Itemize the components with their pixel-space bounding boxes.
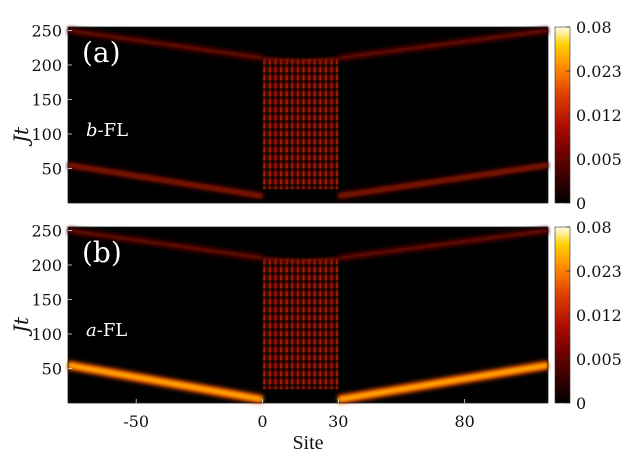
colorbar-tick-label: 0 — [576, 394, 586, 413]
plot-frame — [67, 226, 549, 404]
plot-frame — [67, 26, 549, 204]
interference-rows — [262, 58, 339, 190]
panel-a: 50 100 150 200 250 (a) b-FL Jt 0.08 0.023 0.01… — [9, 18, 622, 213]
colorbar-tick-label: 0.005 — [576, 150, 622, 169]
colorbar-ticks-a: 0.08 0.023 0.012 0.005 0 — [566, 18, 622, 213]
y-ticks-a: 50 100 150 200 250 — [31, 21, 72, 178]
annotation-a-fl: a-FL — [86, 320, 127, 341]
wavefront — [338, 28, 549, 60]
x-tick-label: 30 — [328, 412, 348, 431]
y-ticks-b: 50 100 150 200 250 — [31, 221, 72, 378]
colorbar-tick-label: 0.012 — [576, 306, 622, 325]
colorbar-tick-label: 0.08 — [576, 18, 612, 37]
colorbar-tick-label: 0.023 — [576, 262, 622, 281]
wavefront-bridge-top — [300, 56, 339, 64]
y-tick-label: 50 — [42, 159, 62, 178]
heatmap-marks-b — [67, 226, 549, 404]
interference-rows — [262, 258, 339, 390]
y-tick-label: 150 — [31, 290, 62, 309]
heatmap-marks-a — [67, 26, 549, 204]
y-tick-label: 250 — [31, 21, 62, 40]
annotation-rest: -FL — [97, 320, 128, 341]
panel-b: 50 100 150 200 250 -50 0 30 80 (b) a-FL Jt Site… — [9, 218, 622, 454]
y-axis-label-a: Jt — [9, 126, 33, 147]
y-tick-label: 100 — [31, 325, 62, 344]
x-tick-label: -50 — [123, 412, 149, 431]
y-tick-label: 150 — [31, 90, 62, 109]
wavefront — [338, 228, 549, 260]
colorbar-ticks-b: 0.08 0.023 0.012 0.005 0 — [566, 218, 622, 413]
wavefront — [337, 363, 549, 402]
colorbar-tick-label: 0.005 — [576, 350, 622, 369]
wavefront — [67, 163, 263, 198]
y-tick-label: 250 — [31, 221, 62, 240]
wavefront — [338, 163, 549, 198]
x-ticks-b: -50 0 30 80 — [123, 399, 475, 431]
y-tick-label: 100 — [31, 125, 62, 144]
annotation-italic: b — [86, 120, 98, 141]
y-tick-label: 200 — [31, 56, 62, 75]
y-tick-label: 200 — [31, 256, 62, 275]
colorbar-tick-label: 0 — [576, 194, 586, 213]
y-axis-label-b: Jt — [9, 316, 33, 337]
wavefront — [67, 228, 263, 260]
annotation-b-fl: b-FL — [86, 120, 128, 141]
x-tick-label: 80 — [454, 412, 474, 431]
x-tick-label: 0 — [257, 412, 267, 431]
wavefront — [67, 28, 263, 60]
colorbar-tick-label: 0.08 — [576, 218, 612, 237]
wavefront — [67, 363, 263, 402]
panel-label-a: (a) — [82, 36, 121, 69]
wavefront-bridge-top — [262, 256, 301, 264]
annotation-rest: -FL — [98, 120, 129, 141]
y-tick-label: 50 — [42, 359, 62, 378]
x-axis-label: Site — [292, 432, 323, 454]
annotation-italic: a — [86, 320, 97, 341]
wavefront-bridge-top — [262, 56, 301, 64]
panel-label-b: (b) — [82, 236, 122, 269]
colorbar-tick-label: 0.012 — [576, 106, 622, 125]
wavefront-bridge-top — [300, 256, 339, 264]
colorbar-tick-label: 0.023 — [576, 62, 622, 81]
